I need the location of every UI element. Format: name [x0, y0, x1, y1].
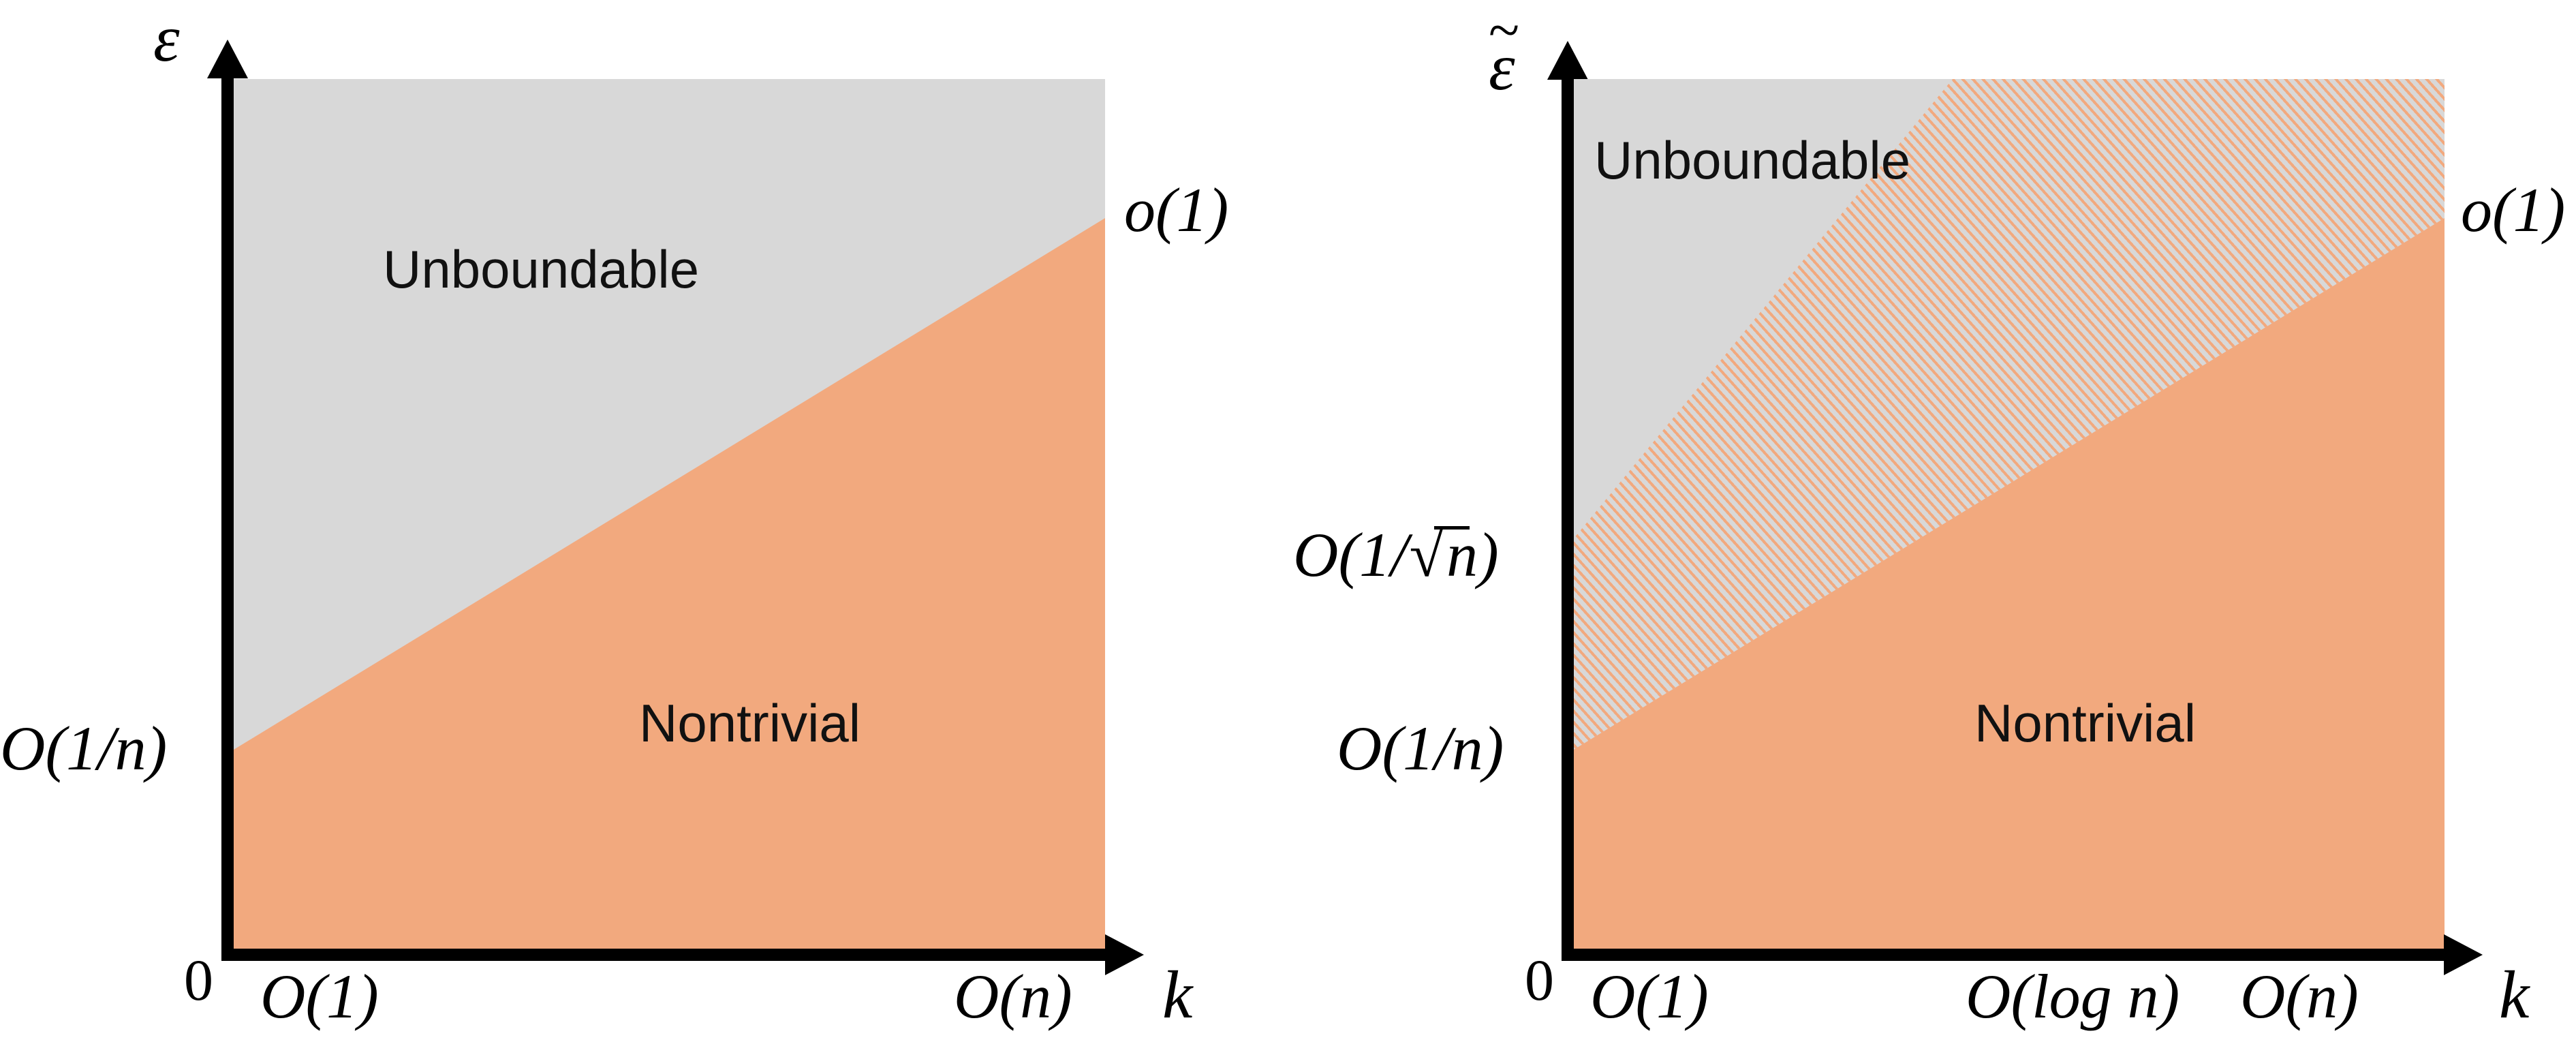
- panel-right: ~ ε k 0 O(1/√ n) O(1/n): [1288, 0, 2576, 1042]
- x-axis-symbol-k: k: [1162, 957, 1193, 1032]
- y-axis-line: [221, 76, 234, 953]
- y-tick-label-o-1-over-sqrt-n: O(1/√ n): [1293, 523, 1499, 586]
- y-tick-sqrt-open: (1/: [1338, 520, 1408, 589]
- plot-area-left: [234, 79, 1105, 949]
- y-tick-sqrt-close: ): [1478, 520, 1499, 589]
- y-tick-label-o-1-over-n: O(1/n): [0, 714, 168, 783]
- origin-label-zero: 0: [184, 947, 213, 1013]
- x-tick-label-o-1: O(1): [1590, 962, 1709, 1031]
- x-tick-label-o-1: O(1): [260, 962, 379, 1031]
- y-axis-line: [1562, 78, 1574, 953]
- corner-label-o-1: o(1): [2461, 175, 2566, 245]
- sqrt-icon: √ n: [1409, 520, 1478, 589]
- panel-left: ε k 0 O(1/n) O(1) O(n) o(1) Unboundable …: [0, 2, 1229, 1032]
- corner-label-o-1: o(1): [1124, 175, 1229, 245]
- plot-area-right: [1574, 79, 2445, 949]
- region-label-unboundable: Unboundable: [1594, 130, 1911, 190]
- x-axis-arrowhead: [1105, 934, 1144, 975]
- x-axis-line: [1562, 949, 2446, 961]
- x-axis-line: [221, 949, 1107, 961]
- region-label-nontrivial: Nontrivial: [1974, 693, 2197, 753]
- y-axis-symbol-epsilon-tilde: ~ ε: [1489, 2, 1519, 104]
- x-tick-label-o-log-n: O(log n): [1966, 962, 2180, 1031]
- region-label-nontrivial: Nontrivial: [639, 693, 861, 753]
- region-label-unboundable: Unboundable: [383, 239, 700, 299]
- y-tick-label-o-1-over-n: O(1/n): [1337, 714, 1504, 783]
- y-axis-arrowhead: [1547, 41, 1588, 80]
- x-tick-label-o-n: O(n): [954, 962, 1072, 1031]
- x-axis-symbol-k: k: [2499, 957, 2530, 1032]
- y-tick-sqrt-radicand: n: [1446, 520, 1478, 589]
- tilde-accent: ~: [1489, 0, 1520, 62]
- epsilon-glyph: ε: [1489, 31, 1515, 104]
- origin-label-zero: 0: [1525, 947, 1554, 1013]
- y-axis-arrowhead: [207, 40, 248, 78]
- x-axis-arrowhead: [2444, 934, 2483, 975]
- y-axis-symbol-epsilon: ε: [153, 2, 180, 76]
- y-tick-sqrt-o: O: [1293, 520, 1339, 589]
- x-tick-label-o-n: O(n): [2240, 962, 2359, 1031]
